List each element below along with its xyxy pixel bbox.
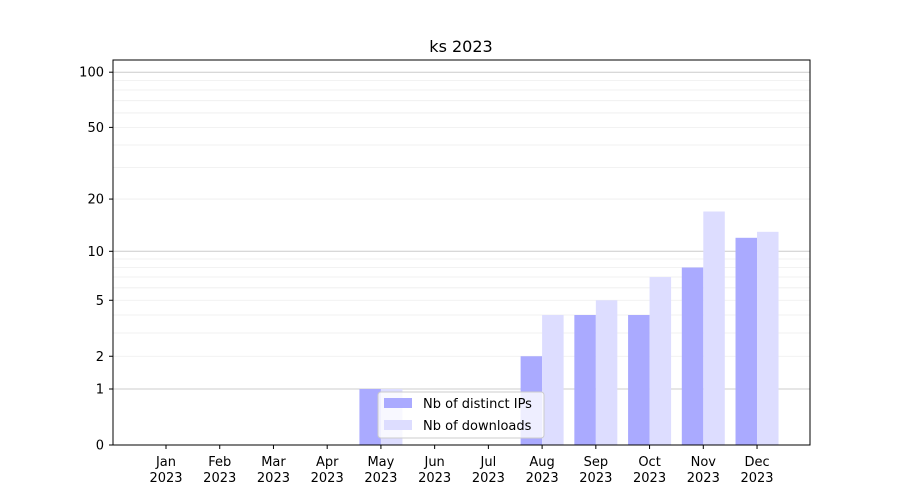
bar-downloads bbox=[649, 277, 672, 445]
x-tick-label-month: Aug bbox=[529, 455, 554, 470]
legend-swatch-downloads bbox=[384, 420, 412, 430]
x-tick-label-month: Jul bbox=[480, 455, 497, 470]
x-tick-label-month: Jan bbox=[155, 455, 176, 470]
x-tick-label-year: 2023 bbox=[311, 471, 344, 486]
x-tick-label-year: 2023 bbox=[418, 471, 451, 486]
x-tick-label-year: 2023 bbox=[633, 471, 666, 486]
y-tick-label: 5 bbox=[96, 294, 104, 309]
x-tick-label-month: Mar bbox=[261, 455, 286, 470]
legend-box bbox=[377, 391, 545, 439]
bar-downloads bbox=[703, 211, 725, 445]
x-tick-label-year: 2023 bbox=[257, 471, 290, 486]
y-tick-label: 50 bbox=[87, 121, 104, 136]
bar-downloads bbox=[542, 314, 564, 445]
y-tick-label: 0 bbox=[96, 439, 104, 454]
y-tick-label: 1 bbox=[96, 383, 104, 398]
x-tick-label-month: Apr bbox=[316, 455, 339, 470]
bar-downloads bbox=[757, 231, 779, 445]
bar-ips bbox=[359, 389, 381, 445]
x-tick-label-month: May bbox=[367, 455, 394, 470]
x-tick-label-year: 2023 bbox=[472, 471, 505, 486]
y-tick-label: 2 bbox=[96, 350, 104, 365]
x-tick-label-month: Nov bbox=[691, 455, 717, 470]
x-tick-label-month: Sep bbox=[584, 455, 609, 470]
x-tick-label-year: 2023 bbox=[526, 471, 559, 486]
legend: Nb of distinct IPs Nb of downloads bbox=[377, 391, 545, 439]
y-tick-label: 100 bbox=[79, 66, 104, 81]
x-axis: Jan2023Feb2023Mar2023Apr2023May2023Jun20… bbox=[149, 445, 774, 486]
x-tick-label-year: 2023 bbox=[364, 471, 397, 486]
legend-label-ips: Nb of distinct IPs bbox=[423, 397, 532, 412]
y-tick-label: 20 bbox=[87, 193, 104, 208]
plot-frame bbox=[112, 59, 811, 446]
x-tick-label-year: 2023 bbox=[740, 471, 773, 486]
bar-ips bbox=[735, 237, 758, 445]
chart-title: ks 2023 bbox=[429, 37, 492, 56]
x-tick-label-month: Dec bbox=[744, 455, 769, 470]
x-tick-label-year: 2023 bbox=[203, 471, 236, 486]
bar-downloads bbox=[595, 300, 618, 445]
x-tick-label-year: 2023 bbox=[579, 471, 612, 486]
x-tick-label-year: 2023 bbox=[149, 471, 182, 486]
y-axis: 0 1 2 5 10 20 50 100 bbox=[79, 66, 113, 454]
x-tick-label-month: Oct bbox=[638, 455, 660, 470]
legend-label-downloads: Nb of downloads bbox=[423, 419, 532, 434]
x-tick-label-month: Jun bbox=[423, 455, 444, 470]
bar-ips bbox=[681, 267, 704, 445]
bar-ips bbox=[628, 314, 650, 445]
x-tick-label-year: 2023 bbox=[687, 471, 720, 486]
bar-ips bbox=[574, 314, 596, 445]
y-tick-label: 10 bbox=[87, 245, 104, 260]
legend-swatch-ips bbox=[384, 398, 412, 408]
x-tick-label-month: Feb bbox=[208, 455, 231, 470]
